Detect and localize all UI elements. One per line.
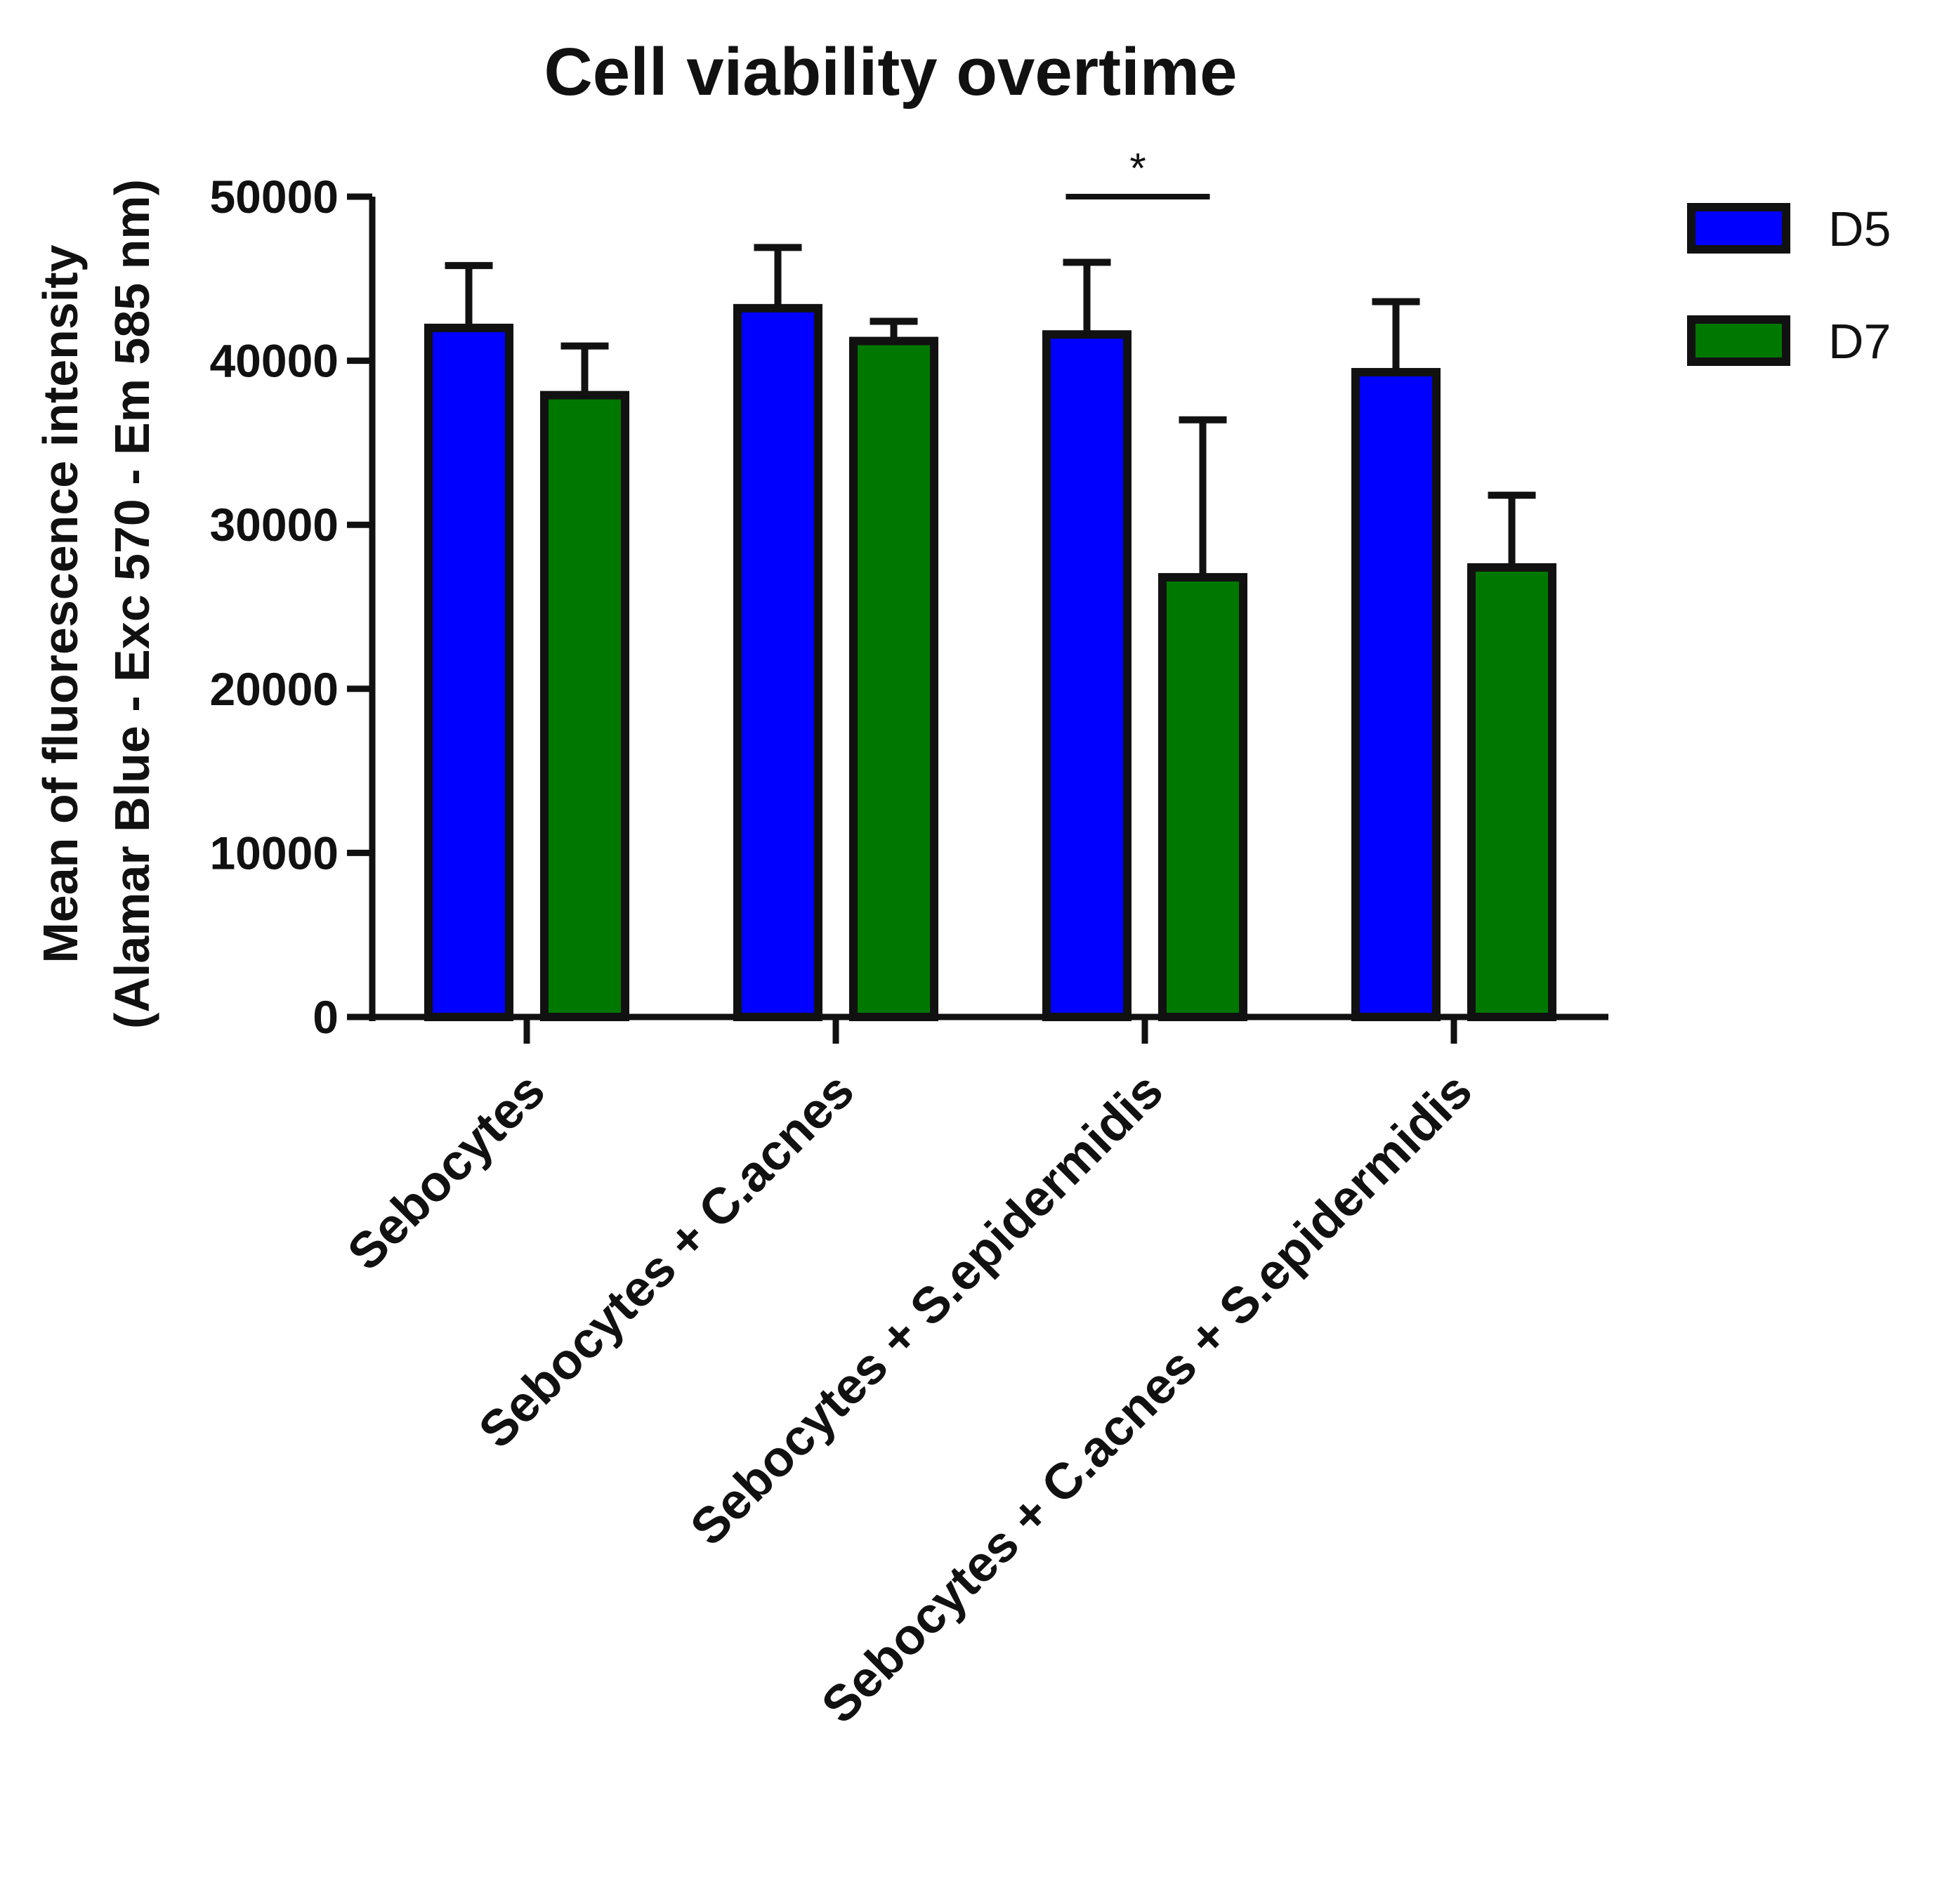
bar-d5 xyxy=(1042,330,1132,1021)
x-category-label: Sebocytes + C.acnes + S.epidermidis xyxy=(811,1063,1483,1734)
y-tick-label: 30000 xyxy=(209,499,339,551)
legend-swatch-d5 xyxy=(1687,203,1790,254)
error-bars xyxy=(445,244,1536,577)
y-axis-label-line-2: (Alamar Blue - Exc 570 - Em 585 nm) xyxy=(105,179,159,1029)
y-tick-label: 10000 xyxy=(209,827,339,879)
bar-d5 xyxy=(424,323,513,1021)
bar-d7 xyxy=(849,336,938,1021)
bars xyxy=(424,303,1556,1021)
y-tick-label: 0 xyxy=(313,991,339,1043)
bar-d7 xyxy=(540,390,629,1021)
significance-label: * xyxy=(1129,145,1146,192)
y-axis: 0 10000 20000 30000 40000 50000 xyxy=(209,171,376,1043)
bar-d5 xyxy=(1351,367,1441,1021)
y-tick-label: 20000 xyxy=(209,663,339,715)
significance-markers: * xyxy=(1065,145,1210,199)
bar-d5 xyxy=(733,303,822,1021)
y-axis-label-line-1: Mean of fluorescence intensity xyxy=(33,244,88,963)
y-tick-label: 50000 xyxy=(209,171,339,223)
chart-title: Cell viability overtime xyxy=(544,34,1237,110)
y-tick-label: 40000 xyxy=(209,335,339,387)
bar-d7 xyxy=(1467,563,1556,1021)
legend-label-d7: D7 xyxy=(1828,314,1891,369)
legend-label-d5: D5 xyxy=(1828,202,1891,256)
x-category-label: Sebocytes xyxy=(337,1063,556,1281)
legend: D5 D7 xyxy=(1687,202,1891,369)
bar-d7 xyxy=(1158,572,1247,1021)
legend-swatch-d7 xyxy=(1687,315,1790,366)
